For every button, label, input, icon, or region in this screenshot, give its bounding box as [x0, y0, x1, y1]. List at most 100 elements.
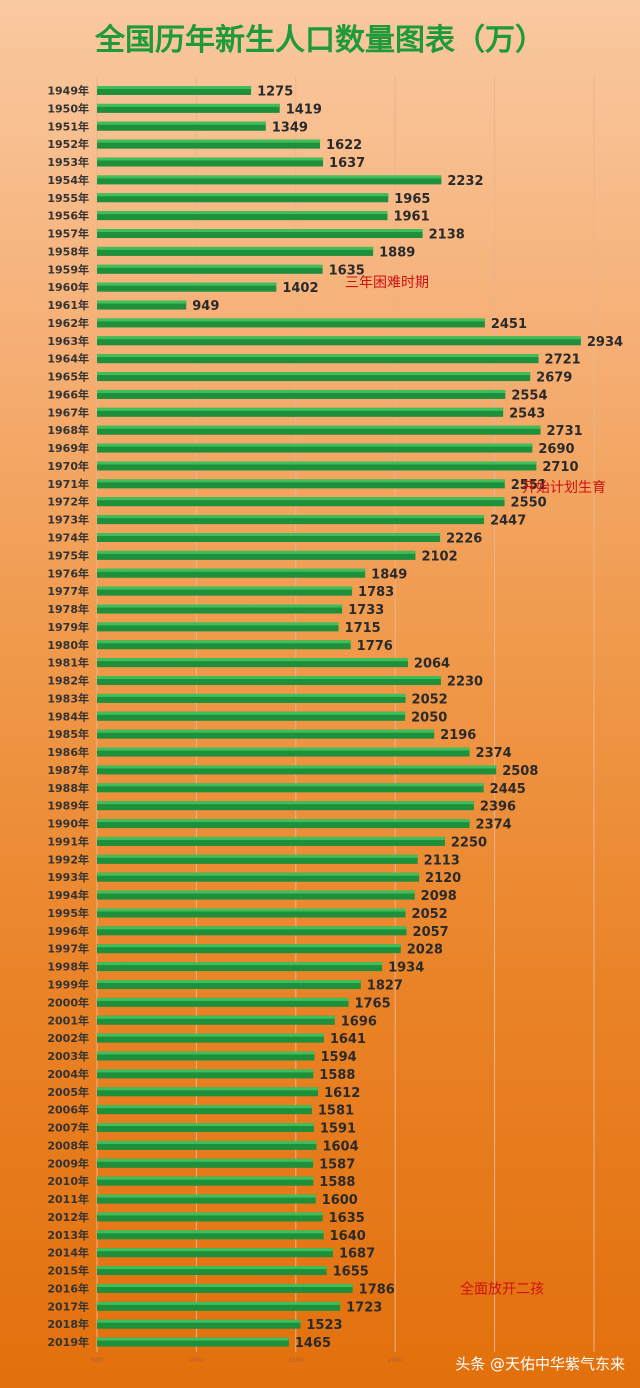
bar-highlight	[97, 1283, 353, 1287]
value-label: 2226	[446, 532, 482, 547]
bar-highlight	[97, 211, 388, 215]
value-label: 1635	[329, 1211, 365, 1226]
x-tick-label: 2000	[388, 1357, 403, 1364]
bar-highlight	[97, 980, 361, 983]
y-tick-label: 2005年	[47, 1085, 89, 1099]
bar-highlight	[97, 193, 389, 197]
bar-highlight	[97, 1248, 333, 1252]
y-tick-label: 2017年	[47, 1299, 89, 1313]
annotation: 开始计划生育	[522, 480, 606, 496]
bar	[97, 550, 416, 560]
y-tick-label: 1975年	[47, 548, 89, 562]
bar-highlight	[97, 1123, 314, 1127]
bar-highlight	[97, 533, 441, 536]
bar-highlight	[97, 121, 266, 125]
bar	[97, 139, 321, 149]
bar-highlight	[97, 622, 339, 626]
bar	[97, 729, 435, 739]
value-label: 1349	[272, 120, 308, 135]
bar-highlight	[97, 407, 504, 411]
bar-highlight	[97, 515, 485, 519]
y-tick-label: 1966年	[47, 387, 89, 401]
bar	[97, 1087, 319, 1097]
value-label: 1581	[318, 1104, 354, 1119]
value-label: 1588	[319, 1175, 355, 1190]
y-tick-label: 1956年	[47, 209, 89, 223]
bar-highlight	[97, 1069, 314, 1073]
bar	[97, 157, 324, 167]
bar	[97, 1176, 314, 1186]
bar	[97, 622, 339, 632]
y-tick-label: 1965年	[47, 370, 89, 384]
y-tick-label: 2011年	[47, 1192, 89, 1206]
bar-highlight	[97, 908, 406, 912]
bar-highlight	[97, 872, 420, 876]
bar-highlight	[97, 676, 441, 680]
value-label: 1523	[306, 1318, 342, 1333]
y-tick-label: 1954年	[47, 173, 89, 187]
value-label: 2138	[429, 228, 465, 243]
chart-title: 全国历年新生人口数量图表（万）	[94, 23, 545, 58]
y-tick-label: 2006年	[47, 1103, 89, 1117]
y-tick-label: 1964年	[47, 352, 89, 366]
value-label: 2098	[421, 889, 457, 904]
value-label: 2052	[412, 692, 448, 707]
bar-highlight	[97, 711, 406, 715]
bar-highlight	[97, 443, 533, 447]
watermark: 头条 @天佑中华紫气东来	[455, 1355, 625, 1373]
value-label: 1765	[354, 996, 390, 1011]
y-tick-label: 1998年	[47, 960, 89, 974]
annotation: 全面放开二孩	[460, 1280, 544, 1297]
bar	[97, 1248, 333, 1258]
bar	[97, 407, 504, 417]
bar	[97, 264, 323, 274]
y-tick-label: 1981年	[47, 656, 89, 670]
bar-highlight	[97, 962, 383, 966]
bar-highlight	[97, 1212, 323, 1216]
bar	[97, 908, 406, 918]
bar-highlight	[97, 819, 470, 823]
bar-highlight	[97, 1301, 341, 1305]
bar-highlight	[97, 836, 445, 840]
value-label: 1275	[257, 85, 293, 100]
bar	[97, 640, 351, 650]
bar	[97, 1069, 314, 1079]
y-tick-label: 1993年	[47, 870, 89, 884]
y-tick-label: 2014年	[47, 1246, 89, 1260]
y-tick-label: 2019年	[47, 1335, 89, 1349]
bar-highlight	[97, 157, 324, 161]
bar	[97, 533, 441, 542]
y-tick-label: 1983年	[47, 691, 89, 705]
value-label: 2396	[480, 800, 516, 815]
value-label: 1783	[358, 585, 394, 600]
y-tick-label: 1997年	[47, 942, 89, 956]
y-tick-label: 1992年	[47, 852, 89, 866]
bar	[97, 515, 485, 525]
bar	[97, 1051, 315, 1061]
y-tick-label: 2018年	[47, 1317, 89, 1331]
bar	[97, 425, 541, 435]
bar-highlight	[97, 461, 537, 465]
y-tick-label: 1977年	[47, 584, 89, 598]
bar	[97, 944, 401, 954]
bar-highlight	[97, 282, 277, 286]
bar	[97, 86, 252, 95]
value-label: 1587	[319, 1157, 355, 1172]
bar-highlight	[97, 372, 531, 376]
bar	[97, 836, 445, 846]
bar-highlight	[97, 1176, 314, 1180]
y-tick-label: 1960年	[47, 280, 89, 294]
value-label: 2196	[440, 728, 476, 743]
value-label: 2230	[447, 675, 483, 690]
y-tick-label: 1982年	[47, 674, 89, 688]
value-label: 2250	[451, 835, 487, 850]
bar	[97, 1015, 335, 1025]
watermark-text: 头条 @天佑中华紫气东来	[455, 1355, 625, 1373]
value-label: 1889	[379, 245, 415, 260]
bar-highlight	[97, 729, 435, 733]
y-tick-label: 2002年	[47, 1031, 89, 1045]
bar	[97, 854, 418, 864]
bar-highlight	[97, 103, 280, 107]
